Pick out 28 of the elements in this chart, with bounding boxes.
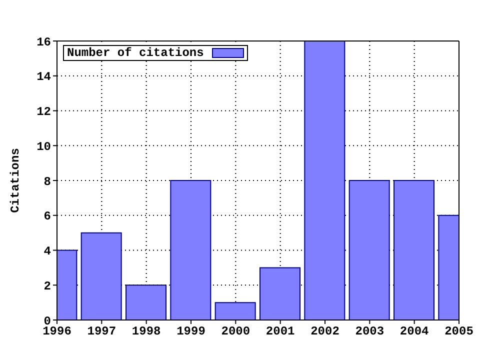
y-tick-label: 12 <box>36 105 51 120</box>
y-tick-label: 8 <box>44 174 51 189</box>
x-tick-label: 1997 <box>87 324 116 339</box>
bar <box>260 267 300 320</box>
x-tick-label: 2002 <box>310 324 340 339</box>
bar <box>348 180 390 320</box>
x-tick-label: 2003 <box>355 324 384 339</box>
bar <box>126 284 166 320</box>
bar <box>170 180 212 320</box>
y-tick-label: 4 <box>44 244 51 259</box>
x-tick-label: 1999 <box>176 324 206 339</box>
y-tick-label: 10 <box>36 140 51 154</box>
bar <box>214 302 256 320</box>
x-tick-label: 1996 <box>42 324 72 339</box>
bar <box>80 232 122 320</box>
y-tick-label: 2 <box>44 279 51 294</box>
x-tick-label: 2004 <box>400 324 429 339</box>
bar <box>304 41 346 320</box>
y-tick-label: 14 <box>36 70 51 84</box>
y-tick-label: 16 <box>36 35 51 50</box>
x-tick-label: 1998 <box>132 324 161 339</box>
y-axis-title: Citations <box>8 148 22 213</box>
bar <box>394 180 434 320</box>
legend-label: Number of citations <box>67 46 204 60</box>
x-tick-label: 2000 <box>221 324 250 339</box>
x-tick-label: 2001 <box>266 324 295 339</box>
x-tick-label: 2005 <box>444 324 474 339</box>
y-tick-label: 6 <box>44 210 51 224</box>
